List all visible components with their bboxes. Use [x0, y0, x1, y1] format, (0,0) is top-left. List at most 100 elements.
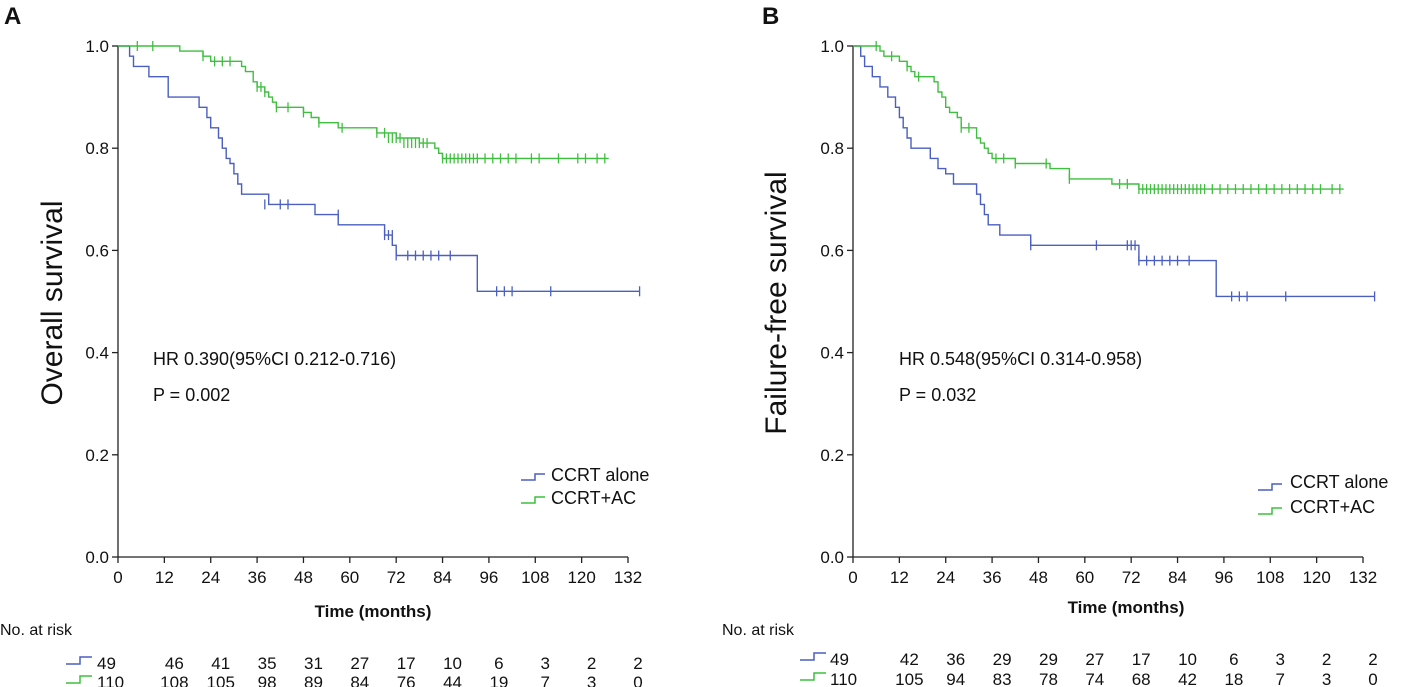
x-tick-label: 108 [1256, 568, 1284, 587]
risk-value-ccrt-ac: 42 [1178, 670, 1197, 687]
x-tick-label: 72 [1122, 568, 1141, 587]
risk-value-ccrt-ac: 0 [1368, 670, 1377, 687]
x-tick-label: 60 [340, 568, 359, 587]
risk-table-title: No. at risk [722, 622, 795, 639]
legend-line-ccrt-alone [521, 473, 545, 481]
axes-frame [852, 46, 1363, 558]
risk-row-marker-ccrt-ac [800, 672, 826, 681]
risk-value-ccrt-alone: 42 [900, 650, 919, 669]
y-tick-label: 0.4 [85, 344, 109, 363]
risk-value-ccrt-alone: 2 [587, 654, 596, 673]
x-tick-label: 120 [567, 568, 595, 587]
x-tick-label: 132 [1349, 568, 1377, 587]
panel-label: B [762, 3, 779, 30]
risk-value-ccrt-ac: 19 [489, 673, 508, 687]
y-tick-labels: 0.0 0.2 0.4 0.6 0.8 1.0 [85, 37, 109, 567]
legend-line-ccrt-alone [1258, 483, 1282, 491]
legend: CCRT alone CCRT+AC [1258, 472, 1388, 517]
risk-value-ccrt-alone: 17 [397, 654, 416, 673]
curve-ccrt-ac [853, 45, 1344, 190]
x-axis-label: Time (months) [1068, 598, 1185, 617]
y-axis-label: Overall survival [36, 200, 69, 405]
legend-label-ccrt-ac: CCRT+AC [551, 488, 636, 508]
risk-value-ccrt-alone: 27 [350, 654, 369, 673]
risk-value-ccrt-ac: 105 [895, 670, 923, 687]
risk-value-ccrt-ac: 84 [350, 673, 369, 687]
y-tick-label: 1.0 [85, 37, 109, 56]
risk-row-marker-ccrt-alone [66, 656, 92, 665]
risk-value-ccrt-ac: 7 [541, 673, 550, 687]
risk-value-ccrt-alone: 41 [211, 654, 230, 673]
x-axis-label: Time (months) [315, 602, 432, 621]
risk-row-marker-ccrt-ac [66, 675, 92, 684]
x-tick-label: 132 [614, 568, 642, 587]
risk-value-ccrt-ac: 76 [397, 673, 416, 687]
curve-ccrt-alone [853, 45, 1375, 298]
risk-value-ccrt-alone: 36 [946, 650, 965, 669]
risk-value-ccrt-alone: 49 [830, 650, 849, 669]
risk-value-ccrt-alone: 49 [97, 654, 116, 673]
risk-value-ccrt-alone: 29 [1039, 650, 1058, 669]
risk-value-ccrt-ac: 110 [830, 670, 857, 687]
y-tick-label: 0.8 [85, 139, 109, 158]
risk-value-ccrt-alone: 2 [633, 654, 642, 673]
risk-value-ccrt-alone: 2 [1322, 650, 1331, 669]
x-tick-label: 120 [1302, 568, 1330, 587]
x-tick-label: 48 [1029, 568, 1048, 587]
risk-value-ccrt-ac: 68 [1132, 670, 1151, 687]
y-axis-label: Failure-free survival [760, 171, 793, 434]
legend-line-ccrt-ac [1258, 507, 1282, 515]
axis-ticks [112, 45, 629, 563]
risk-value-ccrt-ac: 3 [1322, 670, 1331, 687]
risk-value-ccrt-alone: 35 [258, 654, 277, 673]
x-tick-label: 96 [479, 568, 498, 587]
risk-value-ccrt-alone: 2 [1368, 650, 1377, 669]
risk-value-ccrt-alone: 31 [304, 654, 323, 673]
curve-ccrt-alone [118, 45, 640, 292]
hr-annotation: HR 0.390(95%CI 0.212-0.716) [153, 349, 396, 369]
x-tick-label: 24 [201, 568, 220, 587]
y-tick-label: 0.0 [85, 548, 109, 567]
survival-curves [118, 41, 641, 297]
risk-row-marker-ccrt-alone [800, 652, 826, 661]
risk-value-ccrt-ac: 94 [946, 670, 965, 687]
panel-a: A Overall survival 0.0 0.2 0.4 0.6 0.8 1.0 0 1… [0, 3, 649, 687]
x-tick-label: 48 [294, 568, 313, 587]
x-tick-label: 60 [1075, 568, 1094, 587]
hr-annotation: HR 0.548(95%CI 0.314-0.958) [899, 349, 1142, 369]
y-tick-label: 0.6 [820, 241, 844, 260]
risk-value-ccrt-alone: 6 [1229, 650, 1238, 669]
survival-curves [853, 41, 1376, 302]
risk-value-ccrt-ac: 83 [993, 670, 1012, 687]
x-tick-label: 12 [890, 568, 909, 587]
risk-value-ccrt-ac: 74 [1085, 670, 1104, 687]
x-tick-label: 84 [433, 568, 452, 587]
risk-value-ccrt-alone: 10 [443, 654, 462, 673]
x-tick-label: 36 [248, 568, 267, 587]
risk-value-ccrt-ac: 110 [97, 673, 124, 687]
curve-ccrt-ac [118, 45, 609, 160]
risk-value-ccrt-alone: 3 [1276, 650, 1285, 669]
x-tick-label: 72 [387, 568, 406, 587]
risk-value-ccrt-alone: 27 [1085, 650, 1104, 669]
risk-table-title: No. at risk [0, 622, 73, 639]
x-tick-label: 36 [983, 568, 1002, 587]
y-tick-label: 0.4 [820, 344, 844, 363]
risk-value-ccrt-ac: 7 [1276, 670, 1285, 687]
x-tick-label: 108 [521, 568, 549, 587]
risk-value-ccrt-alone: 10 [1178, 650, 1197, 669]
risk-value-ccrt-ac: 108 [160, 673, 188, 687]
risk-value-ccrt-ac: 44 [443, 673, 462, 687]
legend-label-ccrt-alone: CCRT alone [1290, 472, 1388, 492]
axis-ticks [847, 45, 1364, 563]
x-tick-label: 84 [1168, 568, 1187, 587]
x-tick-label: 12 [155, 568, 174, 587]
legend-label-ccrt-ac: CCRT+AC [1290, 497, 1375, 517]
risk-value-ccrt-alone: 29 [993, 650, 1012, 669]
risk-value-ccrt-alone: 3 [541, 654, 550, 673]
risk-value-ccrt-alone: 17 [1132, 650, 1151, 669]
legend-label-ccrt-alone: CCRT alone [551, 465, 649, 485]
panel-b: B Failure-free survival 0.0 0.2 0.4 0.6 0.8 1… [722, 3, 1388, 687]
